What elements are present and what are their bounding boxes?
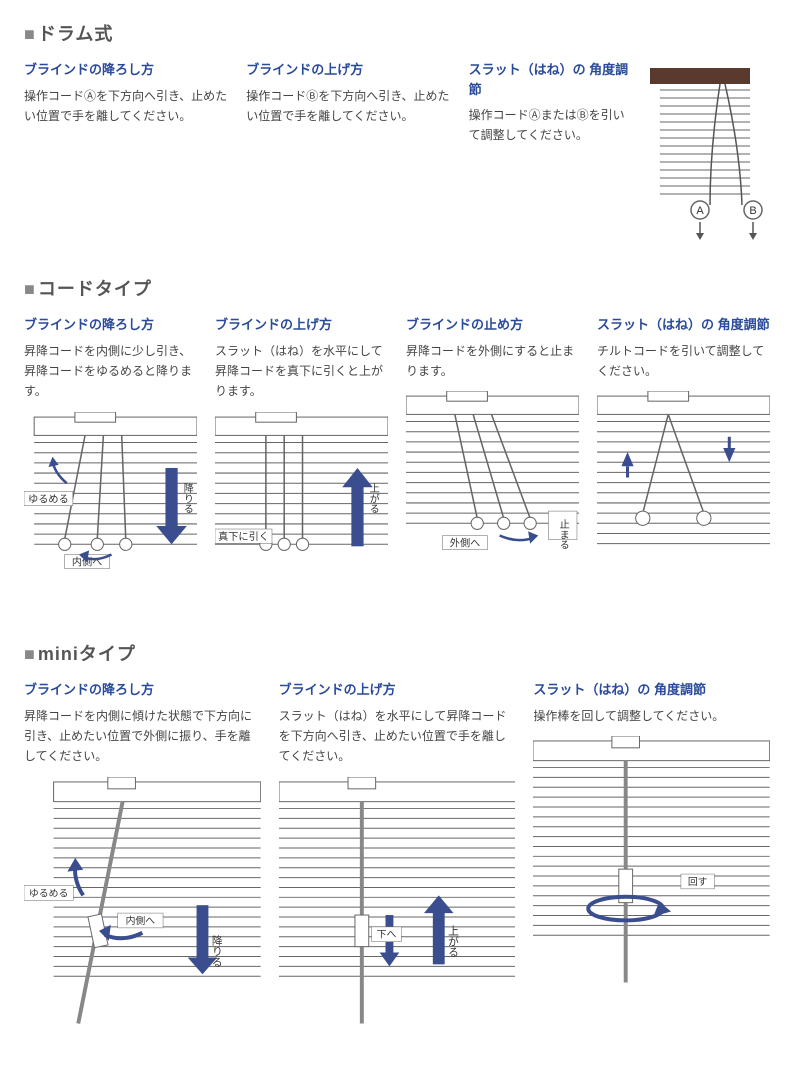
col-title: スラット（はね）の 角度調節 <box>533 680 770 700</box>
col-title: ブラインドの上げ方 <box>246 60 450 80</box>
col-desc: 昇降コードを内側に少し引き、昇降コードをゆるめると降ります。 <box>24 341 197 402</box>
svg-text:降りる: 降りる <box>210 933 222 967</box>
drum-diagram: A B <box>650 60 770 245</box>
section-header-drum: ■ドラム式 <box>24 20 770 46</box>
section-header-text: ドラム式 <box>38 24 113 44</box>
col-desc: スラット（はね）を水平にして昇降コードを真下に引くと上がります。 <box>215 341 388 402</box>
col-desc: 操作棒を回して調整してください。 <box>533 706 770 726</box>
col-desc: 操作コードⒶを下方向へ引き、止めたい位置で手を離してください。 <box>24 86 228 127</box>
svg-text:真下に引く: 真下に引く <box>218 530 269 543</box>
col-title: スラット（はね）の 角度調節 <box>597 315 770 335</box>
cord-row: ブラインドの降ろし方 昇降コードを内側に少し引き、昇降コードをゆるめると降ります… <box>24 315 770 610</box>
svg-text:止まる: 止まる <box>557 519 569 550</box>
col-title: ブラインドの上げ方 <box>215 315 388 335</box>
col-title: ブラインドの上げ方 <box>279 680 516 700</box>
cord-diagram-3 <box>597 391 770 584</box>
svg-text:下へ: 下へ <box>376 929 396 940</box>
cord-diagram-2: 外側へ 止まる <box>406 391 579 584</box>
section-header-text: コードタイプ <box>38 279 152 299</box>
col-desc: チルトコードを引いて調整してください。 <box>597 341 770 382</box>
drum-row: ブラインドの降ろし方 操作コードⒶを下方向へ引き、止めたい位置で手を離してくださ… <box>24 60 770 245</box>
label-b: B <box>749 205 756 217</box>
svg-text:内側へ: 内側へ <box>126 914 156 927</box>
drum-col-0: ブラインドの降ろし方 操作コードⒶを下方向へ引き、止めたい位置で手を離してくださ… <box>24 60 228 245</box>
mini-col-2: スラット（はね）の 角度調節 操作棒を回して調整してください。 回す <box>533 680 770 1038</box>
svg-text:降りる: 降りる <box>181 482 193 514</box>
mini-diagram-1: 下へ 上がる <box>279 777 516 1033</box>
mini-col-1: ブラインドの上げ方 スラット（はね）を水平にして昇降コードを下方向へ引き、止めた… <box>279 680 516 1038</box>
svg-text:回す: 回す <box>688 876 708 888</box>
drum-col-2: スラット（はね）の 角度調節 操作コードⒶまたはⒷを引いて調整してください。 <box>469 60 632 245</box>
mini-col-0: ブラインドの降ろし方 昇降コードを内側に傾けた状態で下方向に引き、止めたい位置で… <box>24 680 261 1038</box>
section-header-mini: ■miniタイプ <box>24 640 770 666</box>
col-title: ブラインドの止め方 <box>406 315 579 335</box>
col-title: スラット（はね）の 角度調節 <box>469 60 632 99</box>
cord-col-0: ブラインドの降ろし方 昇降コードを内側に少し引き、昇降コードをゆるめると降ります… <box>24 315 197 610</box>
svg-text:外側へ: 外側へ <box>450 537 480 550</box>
cord-col-2: ブラインドの止め方 昇降コードを外側にすると止まります。 外側へ 止まる <box>406 315 579 610</box>
col-desc: 昇降コードを内側に傾けた状態で下方向に引き、止めたい位置で外側に振り、手を離して… <box>24 706 261 767</box>
svg-text:ゆるめる: ゆるめる <box>28 493 69 505</box>
section-header-cord: ■コードタイプ <box>24 275 770 301</box>
cord-col-1: ブラインドの上げ方 スラット（はね）を水平にして昇降コードを真下に引くと上がりま… <box>215 315 388 610</box>
mini-diagram-2: 回す <box>533 736 770 992</box>
svg-text:ゆるめる: ゆるめる <box>29 887 68 899</box>
drum-col-1: ブラインドの上げ方 操作コードⒷを下方向へ引き、止めたい位置で手を離してください… <box>246 60 450 245</box>
col-title: ブラインドの降ろし方 <box>24 680 261 700</box>
col-desc: 操作コードⒷを下方向へ引き、止めたい位置で手を離してください。 <box>246 86 450 127</box>
section-header-text: miniタイプ <box>38 644 136 664</box>
cord-diagram-1: 真下に引く 上がる <box>215 412 388 605</box>
svg-text:上がる: 上がる <box>367 483 379 514</box>
mini-diagram-0: 降りる ゆるめる 内側へ <box>24 777 261 1033</box>
svg-text:上がる: 上がる <box>446 924 458 957</box>
cord-col-3: スラット（はね）の 角度調節 チルトコードを引いて調整してください。 <box>597 315 770 610</box>
col-desc: 昇降コードを外側にすると止まります。 <box>406 341 579 382</box>
label-a: A <box>696 205 704 217</box>
col-title: ブラインドの降ろし方 <box>24 60 228 80</box>
col-desc: 操作コードⒶまたはⒷを引いて調整してください。 <box>469 105 632 146</box>
mini-row: ブラインドの降ろし方 昇降コードを内側に傾けた状態で下方向に引き、止めたい位置で… <box>24 680 770 1038</box>
col-desc: スラット（はね）を水平にして昇降コードを下方向へ引き、止めたい位置で手を離してく… <box>279 706 516 767</box>
col-title: ブラインドの降ろし方 <box>24 315 197 335</box>
cord-diagram-0: ゆるめる 内側へ 降りる <box>24 412 197 605</box>
